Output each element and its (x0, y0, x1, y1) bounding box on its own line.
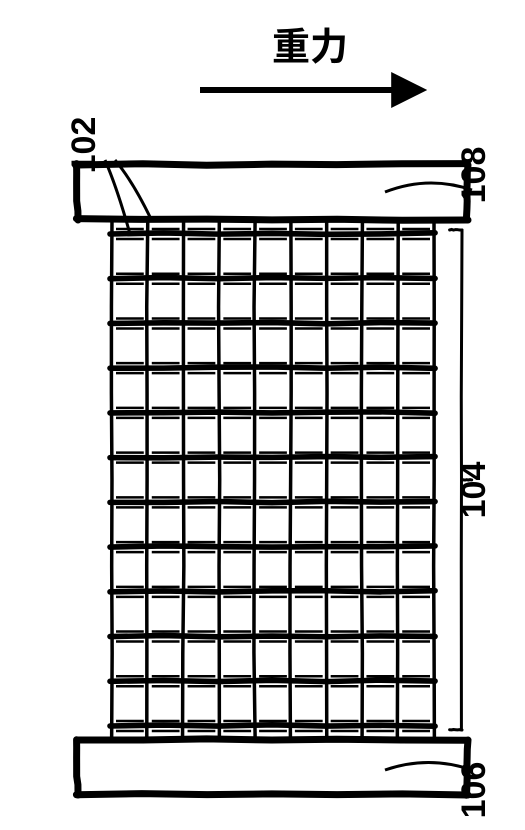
svg-text:102: 102 (65, 117, 103, 174)
schematic-figure: 重力 108 104 106 102 (0, 0, 525, 830)
grid-element (110, 220, 435, 739)
callout-106: 106 (385, 762, 493, 819)
callout-108: 108 (385, 147, 493, 204)
svg-text:重力: 重力 (272, 16, 348, 71)
svg-text:108: 108 (455, 147, 493, 204)
bottom-plate (76, 739, 468, 795)
callout-104: 104 (450, 229, 493, 730)
svg-text:106: 106 (455, 762, 493, 819)
gravity-label: 重力 (200, 16, 420, 90)
